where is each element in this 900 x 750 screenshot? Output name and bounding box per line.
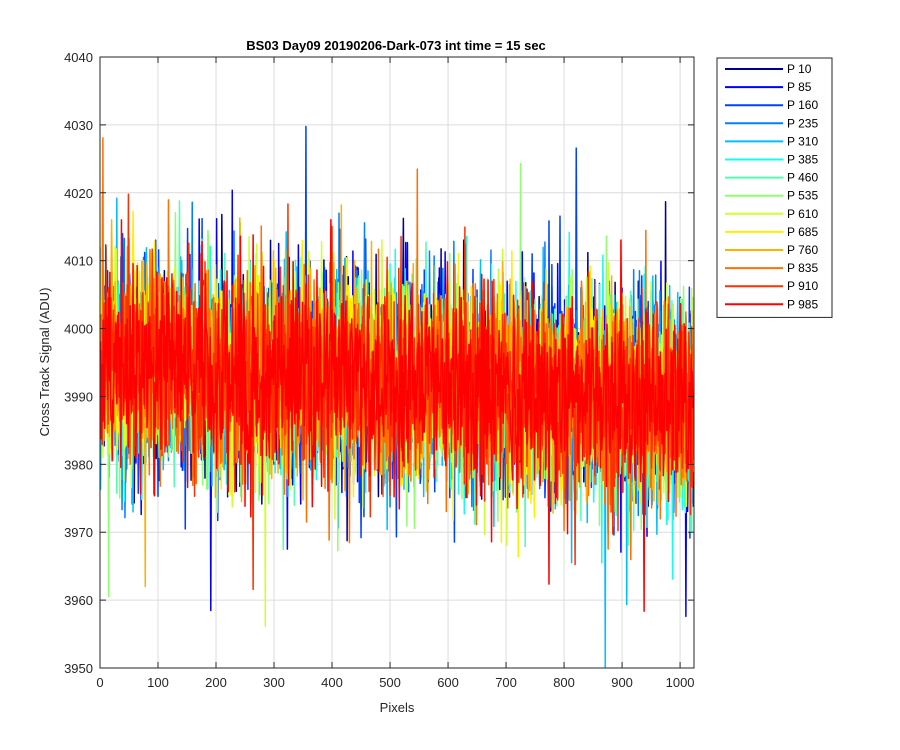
- x-tick-label: 300: [263, 675, 285, 690]
- x-tick-label: 1000: [666, 675, 695, 690]
- y-tick-label: 3990: [64, 389, 93, 404]
- x-tick-label: 700: [495, 675, 517, 690]
- x-tick-label: 900: [611, 675, 633, 690]
- x-tick-label: 200: [205, 675, 227, 690]
- y-tick-label: 3970: [64, 525, 93, 540]
- y-tick-label: 4040: [64, 50, 93, 65]
- y-tick-label: 3960: [64, 593, 93, 608]
- y-tick-label: 4000: [64, 322, 93, 337]
- plot-frame: [99, 56, 695, 669]
- legend-entry: P 10: [787, 62, 812, 76]
- legend: P 10 P 85 P 160 P 235 P 310 P 385 P 460 P 535 P …: [716, 57, 833, 318]
- y-axis-label: Cross Track Signal (ADU): [37, 288, 52, 437]
- series-group: [100, 125, 694, 668]
- y-tick-label: 4030: [64, 118, 93, 133]
- y-tick-label: 4010: [64, 254, 93, 269]
- y-tick-label: 3950: [64, 661, 93, 676]
- x-tick-label: 400: [321, 675, 343, 690]
- legend-entry: P 460: [787, 171, 818, 185]
- legend-entry: P 310: [787, 134, 818, 148]
- x-tick-labels: 0 100 200 300 400 500 600 700 800 900 1000: [96, 675, 694, 690]
- y-tick-label: 4020: [64, 186, 93, 201]
- x-tick-label: 0: [96, 675, 103, 690]
- x-tick-label: 500: [379, 675, 401, 690]
- x-tick-label: 100: [147, 675, 169, 690]
- legend-entry: P 610: [787, 207, 818, 221]
- legend-entry: P 535: [787, 189, 818, 203]
- chart-title: BS03 Day09 20190206-Dark-073 int time = …: [246, 38, 546, 53]
- legend-entry: P 85: [787, 80, 812, 94]
- legend-entry: P 835: [787, 261, 818, 275]
- legend-box: [716, 57, 833, 318]
- legend-entry: P 910: [787, 279, 818, 293]
- x-axis-label: Pixels: [380, 700, 415, 715]
- legend-entry: P 385: [787, 153, 818, 167]
- y-tick-label: 3980: [64, 457, 93, 472]
- x-tick-label: 800: [553, 675, 575, 690]
- axis-ticks: [99, 56, 694, 669]
- legend-entry: P 235: [787, 116, 818, 130]
- y-tick-labels: 3950 3960 3970 3980 3990 4000 4010 4020 4030 4040: [64, 50, 93, 676]
- legend-entry: P 685: [787, 225, 818, 239]
- x-tick-label: 600: [437, 675, 459, 690]
- legend-entry: P 160: [787, 98, 818, 112]
- legend-entry: P 760: [787, 243, 818, 257]
- series-line: [100, 219, 694, 613]
- legend-entry: P 985: [787, 297, 818, 311]
